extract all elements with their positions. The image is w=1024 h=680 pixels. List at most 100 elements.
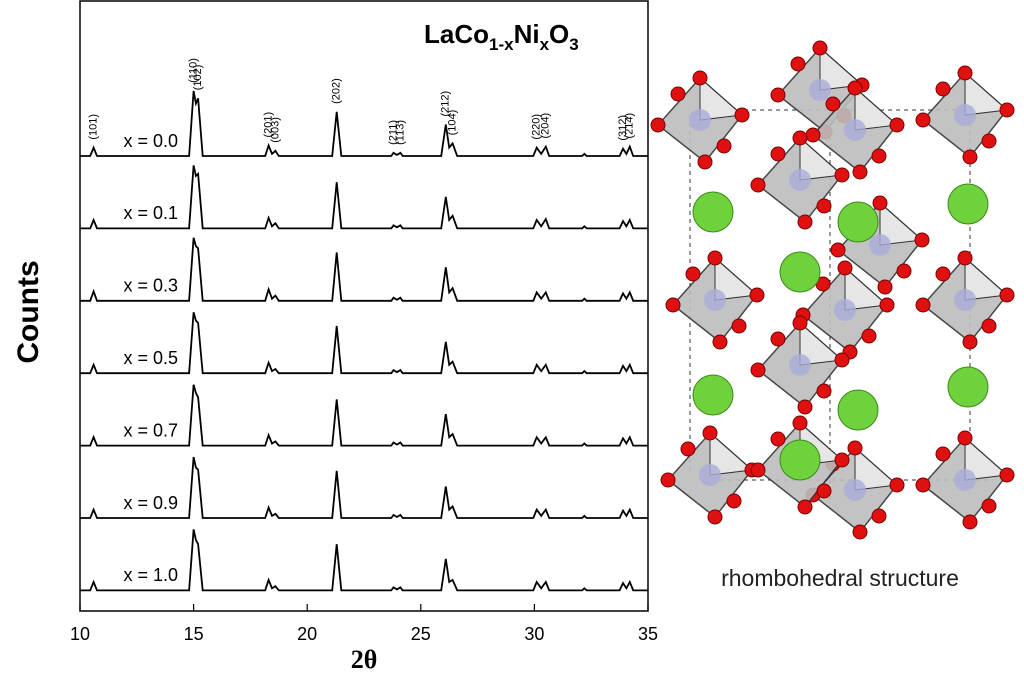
la-atom bbox=[779, 439, 821, 481]
b-atom bbox=[954, 469, 976, 491]
line bbox=[80, 90, 648, 157]
crystal-structure bbox=[650, 40, 1015, 540]
oxygen bbox=[726, 493, 742, 509]
b-atom bbox=[809, 79, 831, 101]
octahedron-face bbox=[964, 436, 1009, 481]
chart-title: LaCo1-xNixO3 bbox=[424, 19, 579, 55]
oxygen bbox=[792, 130, 808, 146]
oxygen bbox=[834, 452, 850, 468]
octahedron-face bbox=[799, 321, 844, 366]
series-label: x = 1.0 bbox=[123, 565, 178, 585]
la-atom bbox=[779, 251, 821, 293]
series-label: x = 0.5 bbox=[123, 348, 178, 368]
oxygen bbox=[999, 102, 1015, 118]
oxygen bbox=[847, 80, 863, 96]
oxygen bbox=[750, 462, 766, 478]
title-part: 3 bbox=[569, 35, 578, 54]
oxygen bbox=[957, 250, 973, 266]
title-part: LaCo bbox=[424, 19, 489, 49]
octahedron-face bbox=[699, 76, 744, 121]
oxygen bbox=[834, 352, 850, 368]
oxygen bbox=[770, 331, 786, 347]
oxygen bbox=[915, 297, 931, 313]
oxygen bbox=[665, 297, 681, 313]
oxygen bbox=[797, 399, 813, 415]
peak-label: (214) bbox=[624, 113, 636, 139]
oxygen bbox=[750, 177, 766, 193]
plot-frame bbox=[79, 0, 649, 612]
oxygen bbox=[650, 117, 666, 133]
oxygen bbox=[731, 318, 747, 334]
b-atom bbox=[834, 299, 856, 321]
oxygen bbox=[797, 214, 813, 230]
oxygen bbox=[915, 477, 931, 493]
oxygen bbox=[999, 287, 1015, 303]
b-atom bbox=[689, 109, 711, 131]
oxygen bbox=[962, 334, 978, 350]
peak-label: (113) bbox=[394, 120, 406, 145]
oxygen bbox=[981, 498, 997, 514]
peak-label: (201) bbox=[262, 112, 274, 138]
series-label: x = 0.3 bbox=[123, 276, 178, 296]
oxygen bbox=[834, 167, 850, 183]
oxygen bbox=[981, 318, 997, 334]
peak-label: (104) bbox=[447, 110, 459, 136]
oxygen bbox=[877, 279, 893, 295]
series-label: x = 0.0 bbox=[123, 131, 178, 151]
b-atom bbox=[844, 119, 866, 141]
oxygen bbox=[792, 415, 808, 431]
b-atom bbox=[699, 464, 721, 486]
b-atom bbox=[789, 354, 811, 376]
oxygen bbox=[981, 133, 997, 149]
peak-label: (211) bbox=[387, 120, 399, 145]
oxygen bbox=[816, 383, 832, 399]
oxygen bbox=[702, 425, 718, 441]
oxygen bbox=[697, 154, 713, 170]
oxygen bbox=[790, 56, 806, 72]
oxygen bbox=[816, 483, 832, 499]
octahedron-face bbox=[879, 201, 924, 246]
oxygen bbox=[914, 232, 930, 248]
oxygen bbox=[812, 40, 828, 56]
oxygen bbox=[847, 440, 863, 456]
la-atom bbox=[692, 374, 734, 416]
octahedron-face bbox=[709, 431, 754, 476]
oxygen bbox=[805, 127, 821, 143]
oxygen bbox=[879, 297, 895, 313]
peak-label: (202) bbox=[331, 78, 343, 104]
peak-label: (212) bbox=[440, 91, 452, 117]
line bbox=[80, 312, 648, 375]
line bbox=[80, 384, 648, 447]
peak-label: (101) bbox=[88, 114, 100, 140]
oxygen bbox=[837, 260, 853, 276]
oxygen bbox=[861, 328, 877, 344]
oxygen bbox=[797, 499, 813, 515]
oxygen bbox=[685, 266, 701, 282]
oxygen bbox=[670, 86, 686, 102]
oxygen bbox=[770, 87, 786, 103]
oxygen bbox=[957, 65, 973, 81]
octahedron-face bbox=[854, 446, 899, 491]
b-atom bbox=[789, 169, 811, 191]
oxygen bbox=[872, 195, 888, 211]
oxygen bbox=[749, 287, 765, 303]
oxygen bbox=[660, 472, 676, 488]
octahedron-face bbox=[714, 256, 759, 301]
oxygen bbox=[871, 508, 887, 524]
oxygen bbox=[816, 198, 832, 214]
la-atom bbox=[692, 191, 734, 233]
y-axis-label: Counts bbox=[12, 260, 45, 363]
line bbox=[80, 237, 648, 302]
oxygen bbox=[935, 446, 951, 462]
oxygen bbox=[915, 112, 931, 128]
line bbox=[80, 529, 648, 592]
oxygen bbox=[792, 315, 808, 331]
b-atom bbox=[704, 289, 726, 311]
x-axis-label: 2θ bbox=[351, 645, 378, 674]
title-part: 1-x bbox=[489, 35, 514, 54]
oxygen bbox=[680, 441, 696, 457]
la-atom bbox=[947, 183, 989, 225]
octahedron-face bbox=[799, 136, 844, 181]
